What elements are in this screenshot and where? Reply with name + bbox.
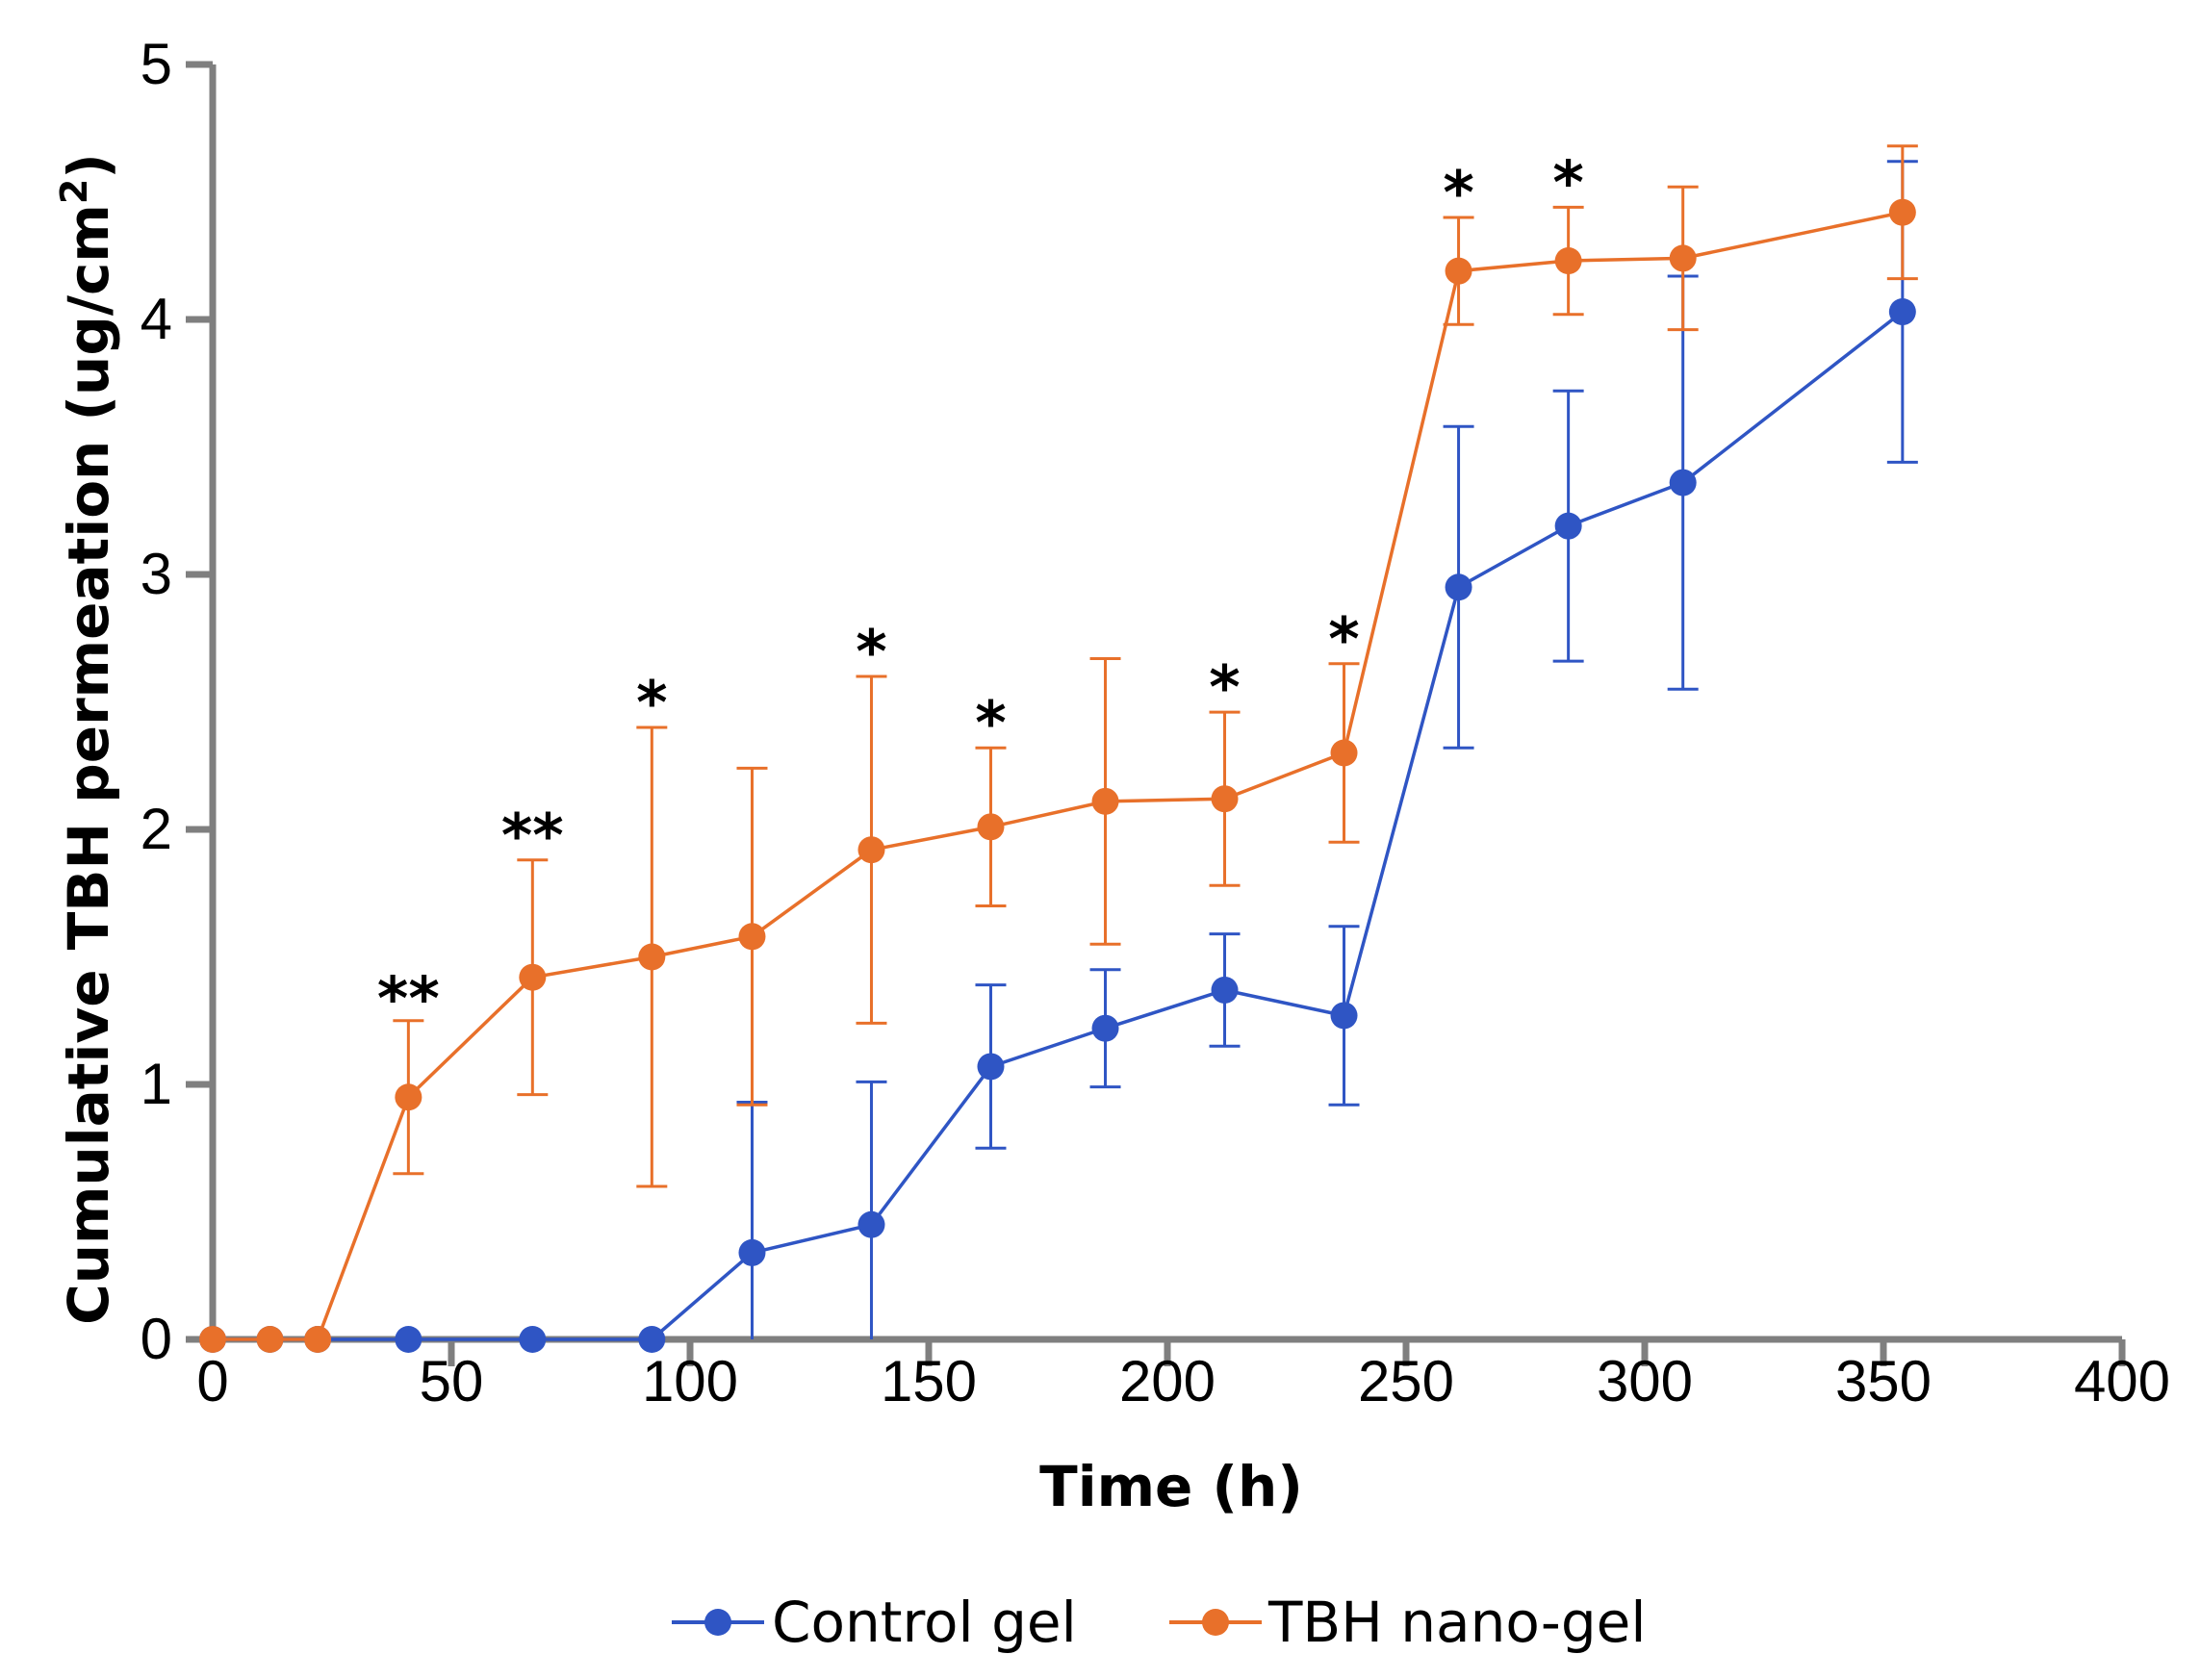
series-tbh-nano-gel	[199, 144, 1918, 1353]
data-point	[738, 923, 766, 951]
y-tick-label: 0	[141, 1307, 172, 1371]
data-point	[199, 1326, 226, 1353]
data-point	[256, 1326, 284, 1353]
data-point	[1330, 739, 1358, 767]
y-tick-label: 3	[141, 542, 172, 606]
data-point	[519, 1326, 547, 1353]
data-point	[1091, 787, 1119, 815]
x-tick-label: 50	[420, 1349, 484, 1413]
data-point	[395, 1083, 422, 1111]
x-tick-label: 250	[1358, 1349, 1454, 1413]
significance-marker: *	[1552, 147, 1583, 217]
data-point	[1669, 244, 1697, 272]
significance-marker: *	[636, 668, 667, 738]
data-point	[1445, 573, 1472, 601]
significance-marker: *	[1209, 652, 1240, 723]
x-tick-label: 400	[2074, 1349, 2170, 1413]
data-point	[638, 1326, 666, 1353]
y-axis-title-main: Cumulative TBH permeation (ug/cm	[56, 204, 121, 1325]
data-point	[1888, 198, 1916, 226]
data-point	[1888, 298, 1916, 326]
data-point	[1330, 1002, 1358, 1030]
y-tick-label: 2	[141, 797, 172, 861]
significance-marker: *	[975, 688, 1006, 758]
significance-marker: *	[1328, 604, 1359, 675]
data-point	[1554, 512, 1582, 540]
legend: Control gel TBH nano-gel	[672, 1590, 1646, 1655]
series-line	[213, 210, 1904, 1341]
x-tick-label: 200	[1119, 1349, 1216, 1413]
y-axis-title-sup: 2	[53, 179, 95, 204]
legend-marker-nano	[1202, 1609, 1229, 1636]
data-point	[519, 963, 547, 991]
annotation-layer: ********** *	[377, 147, 1584, 1033]
x-tick-label: 300	[1597, 1349, 1693, 1413]
y-tick-label: 1	[141, 1052, 172, 1116]
data-point	[304, 1326, 332, 1353]
data-point	[1445, 257, 1472, 285]
legend-label-nano: TBH nano-gel	[1267, 1590, 1646, 1655]
y-axis-title-end: )	[56, 153, 121, 179]
y-tick-label: 4	[141, 287, 172, 351]
x-tick-label: 350	[1835, 1349, 1932, 1413]
series-layer	[199, 144, 1918, 1353]
x-tick-label: 150	[881, 1349, 977, 1413]
legend-label-control: Control gel	[772, 1590, 1077, 1655]
x-tick-label: 100	[642, 1349, 738, 1413]
data-point	[395, 1326, 422, 1353]
data-point	[857, 836, 885, 864]
significance-marker: *	[1443, 158, 1473, 228]
data-point	[1669, 469, 1697, 496]
x-tick-label: 0	[196, 1349, 228, 1413]
x-axis-title: Time (h)	[1039, 1454, 1303, 1519]
data-point	[977, 1053, 1005, 1081]
data-point	[1091, 1014, 1119, 1042]
series-line	[213, 310, 1904, 1341]
legend-marker-control	[704, 1609, 731, 1636]
data-point	[977, 813, 1005, 841]
data-point	[1211, 976, 1239, 1004]
data-point	[738, 1238, 766, 1266]
series-control-gel	[199, 160, 1918, 1353]
data-point	[1211, 785, 1239, 813]
y-axis-title: Cumulative TBH permeation (ug/cm2)	[53, 153, 121, 1325]
data-point	[1554, 247, 1582, 275]
significance-marker: **	[377, 963, 440, 1033]
y-tick-label: 5	[141, 32, 172, 96]
significance-marker: *	[856, 617, 886, 687]
data-point	[638, 943, 666, 971]
data-point	[857, 1210, 885, 1238]
significance-marker: **	[501, 801, 564, 871]
